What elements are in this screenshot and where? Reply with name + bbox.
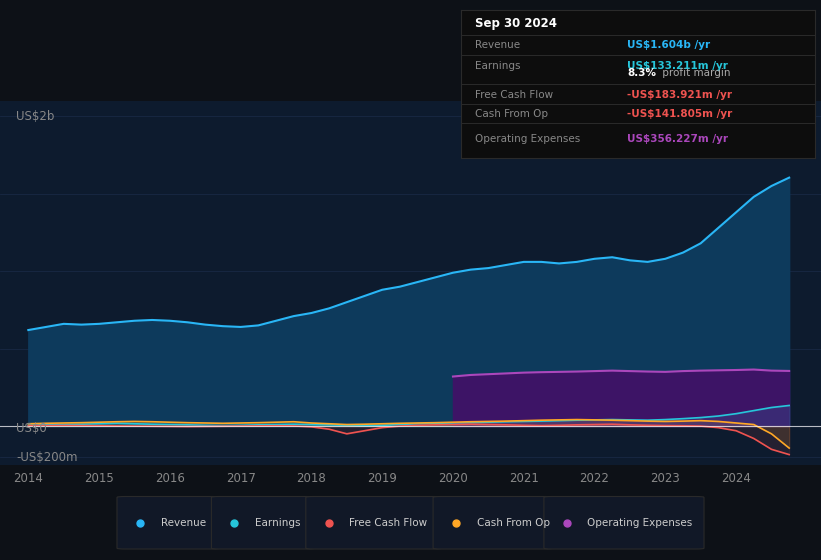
Text: Sep 30 2024: Sep 30 2024 [475,17,557,30]
Text: US$356.227m /yr: US$356.227m /yr [627,134,728,144]
FancyBboxPatch shape [117,497,220,549]
FancyBboxPatch shape [212,497,314,549]
Text: US$0: US$0 [16,422,47,435]
FancyBboxPatch shape [433,497,552,549]
Text: Revenue: Revenue [475,40,520,50]
Text: Operating Expenses: Operating Expenses [475,134,580,144]
Text: Revenue: Revenue [160,518,205,528]
FancyBboxPatch shape [544,497,704,549]
Text: US$133.211m /yr: US$133.211m /yr [627,62,728,72]
Text: -US$141.805m /yr: -US$141.805m /yr [627,109,732,119]
Text: 8.3%: 8.3% [627,68,656,78]
Text: Earnings: Earnings [255,518,300,528]
FancyBboxPatch shape [305,497,442,549]
Text: -US$183.921m /yr: -US$183.921m /yr [627,90,732,100]
Text: profit margin: profit margin [659,68,731,78]
Text: -US$200m: -US$200m [16,451,78,464]
Text: US$2b: US$2b [16,110,55,123]
Text: Operating Expenses: Operating Expenses [588,518,693,528]
Text: Earnings: Earnings [475,62,521,72]
Text: Free Cash Flow: Free Cash Flow [475,90,553,100]
Text: Cash From Op: Cash From Op [475,109,548,119]
Text: Free Cash Flow: Free Cash Flow [350,518,428,528]
Text: Cash From Op: Cash From Op [476,518,549,528]
Text: US$1.604b /yr: US$1.604b /yr [627,40,710,50]
